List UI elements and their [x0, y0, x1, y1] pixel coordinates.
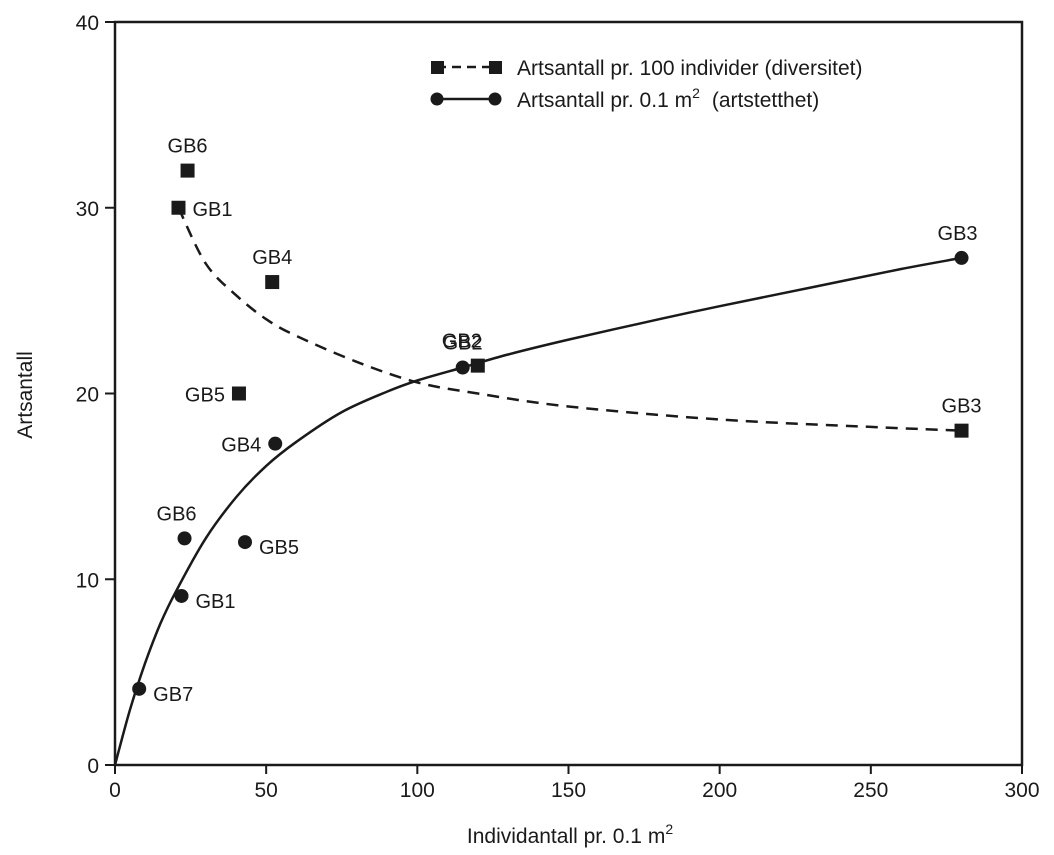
x-axis-title: Individantall pr. 0.1 m2	[467, 821, 673, 848]
point-label-diversitet-gb1: GB1	[192, 199, 232, 221]
x-axis-title-main: Individantall pr. 0.1 m	[467, 825, 665, 848]
point-label-artstetthet-gb7: GB7	[153, 684, 193, 706]
legend-marker-diversitet	[431, 61, 444, 74]
x-tick-label-3: 150	[551, 779, 586, 802]
legend: Artsantall pr. 100 individer (diversitet…	[430, 57, 863, 112]
marker-artstetthet-gb5	[238, 535, 253, 550]
point-label-diversitet-gb2: GB2	[442, 331, 482, 353]
marker-diversitet-gb5	[231, 386, 246, 401]
point-label-diversitet-gb6: GB6	[168, 136, 208, 158]
fit-curve-diversitet	[177, 207, 962, 432]
data-markers	[132, 163, 969, 696]
y-tick-label-3: 30	[76, 198, 99, 221]
legend-marker-artstetthet	[430, 92, 444, 106]
legend-marker-artstetthet-end	[488, 92, 502, 106]
marker-diversitet-gb2	[470, 358, 485, 373]
fit-curve-artstetthet	[113, 256, 962, 766]
point-label-diversitet-gb4: GB4	[252, 247, 292, 269]
x-tick-label-6: 300	[1004, 779, 1039, 802]
point-label-diversitet-gb5: GB5	[185, 385, 225, 407]
marker-artstetthet-gb1	[174, 588, 189, 603]
marker-artstetthet-gb4	[268, 436, 283, 451]
y-tick-label-1: 10	[76, 569, 99, 592]
axes: 0 50 100 150 200 250 300 0 10 20 30 40	[76, 12, 1040, 802]
marker-diversitet-gb3	[954, 423, 969, 438]
point-label-artstetthet-gb4: GB4	[221, 435, 261, 457]
legend-label-diversitet: Artsantall pr. 100 individer (diversitet…	[517, 57, 863, 80]
y-tick-label-4: 40	[76, 12, 99, 35]
y-axis-title: Artsantall	[14, 351, 37, 439]
marker-diversitet-gb1	[171, 200, 186, 215]
x-tick-label-0: 0	[109, 779, 121, 802]
marker-artstetthet-gb2	[455, 360, 470, 375]
point-label-artstetthet-gb2: GB2	[443, 332, 483, 354]
legend-marker-diversitet-end	[489, 61, 502, 74]
plot-frame	[113, 20, 1024, 767]
point-label-artstetthet-gb5: GB5	[259, 537, 299, 559]
legend-label-artstetthet-suffix: (artstetthet)	[712, 89, 819, 112]
marker-artstetthet-gb3	[954, 250, 969, 265]
y-tick-label-0: 0	[87, 755, 99, 778]
x-axis-title-sup: 2	[665, 821, 673, 837]
point-label-artstetthet-gb6: GB6	[157, 503, 197, 525]
legend-label-artstetthet-sup: 2	[692, 85, 700, 101]
fit-curves	[113, 207, 962, 766]
point-label-diversitet-gb3: GB3	[942, 396, 982, 418]
marker-diversitet-gb6	[180, 163, 195, 178]
y-tick-label-2: 20	[76, 384, 99, 407]
marker-artstetthet-gb7	[132, 681, 147, 696]
x-tick-label-5: 250	[853, 779, 888, 802]
point-label-artstetthet-gb3: GB3	[938, 223, 978, 245]
legend-label-artstetthet-main: Artsantall pr. 0.1 m	[517, 89, 692, 112]
marker-diversitet-gb4	[265, 275, 280, 290]
marker-artstetthet-gb6	[177, 531, 192, 546]
x-tick-label-2: 100	[400, 779, 435, 802]
point-label-artstetthet-gb1: GB1	[196, 591, 236, 613]
legend-label-artstetthet: Artsantall pr. 0.1 m2 (artstetthet)	[517, 85, 819, 112]
x-tick-label-4: 200	[702, 779, 737, 802]
x-tick-label-1: 50	[254, 779, 277, 802]
